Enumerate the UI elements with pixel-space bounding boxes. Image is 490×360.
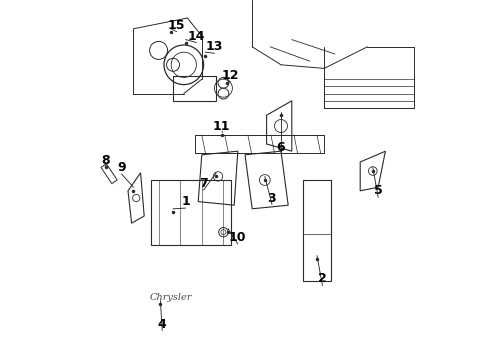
Text: 8: 8 [101,154,110,167]
Text: 9: 9 [117,161,126,174]
Text: 2: 2 [318,273,327,285]
Text: 5: 5 [374,184,383,197]
Text: Chrysler: Chrysler [149,292,192,302]
Text: 10: 10 [229,231,246,244]
Bar [303,180,331,281]
Text: 3: 3 [268,192,276,204]
Text: 4: 4 [158,318,167,330]
Text: 7: 7 [199,177,208,190]
Text: 13: 13 [206,40,223,53]
Text: 1: 1 [181,195,190,208]
Text: 11: 11 [213,120,230,132]
Text: 14: 14 [188,30,205,42]
Text: 12: 12 [222,69,239,82]
Bar [173,76,216,101]
Bar [151,180,231,245]
Text: 6: 6 [277,141,285,154]
Text: 15: 15 [168,19,185,32]
